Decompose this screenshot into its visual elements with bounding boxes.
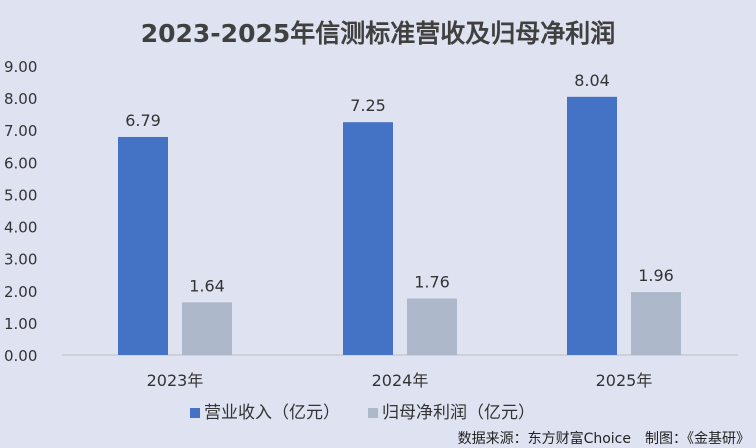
- y-tick-label: 6.00: [4, 154, 37, 172]
- y-tick-label: 1.00: [4, 315, 37, 333]
- legend-item-revenue: 营业收入（亿元）: [190, 398, 340, 423]
- x-tick-label: 2023年: [147, 371, 204, 390]
- bar: [631, 292, 681, 355]
- data-label: 6.79: [125, 111, 161, 130]
- bar: [407, 298, 457, 355]
- y-tick-label: 3.00: [4, 251, 37, 269]
- bar: [118, 136, 168, 355]
- legend: 营业收入（亿元） 归母净利润（亿元）: [190, 398, 535, 423]
- bar: [567, 96, 617, 356]
- y-tick-label: 8.00: [4, 90, 37, 108]
- bar: [343, 122, 393, 355]
- data-label: 7.25: [350, 96, 386, 115]
- x-tick-label: 2024年: [372, 371, 429, 390]
- y-tick-label: 5.00: [4, 186, 37, 204]
- y-tick-label: 7.00: [4, 122, 37, 140]
- bar: [182, 302, 232, 355]
- chart-title: 2023-2025年信测标准营收及归母净利润: [140, 19, 616, 48]
- y-tick-label: 9.00: [4, 58, 37, 76]
- y-tick-label: 2.00: [4, 283, 37, 301]
- y-tick-label: 0.00: [4, 347, 37, 365]
- source-note: 数据来源：东方财富Choice 制图：《金基研》: [457, 431, 750, 447]
- data-label: 1.76: [414, 272, 450, 291]
- data-label: 1.64: [189, 276, 225, 295]
- x-tick-label: 2025年: [596, 371, 653, 390]
- y-tick-label: 4.00: [4, 219, 37, 237]
- data-label: 8.04: [574, 71, 610, 90]
- legend-item-profit: 归母净利润（亿元）: [368, 398, 535, 423]
- data-label: 1.96: [638, 266, 674, 285]
